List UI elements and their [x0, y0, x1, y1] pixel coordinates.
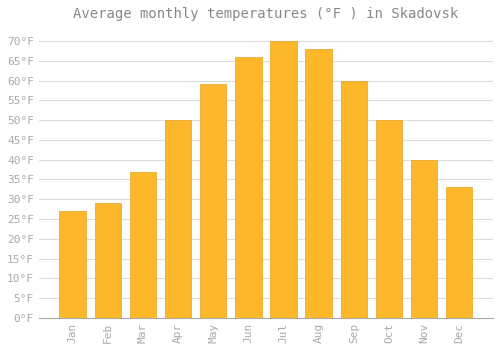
Bar [165, 120, 191, 318]
Bar [200, 84, 226, 318]
Bar [94, 203, 121, 318]
Bar [130, 172, 156, 318]
Bar [60, 211, 86, 318]
Bar [411, 160, 438, 318]
Bar [235, 57, 262, 318]
Title: Average monthly temperatures (°F ) in Skadovsk: Average monthly temperatures (°F ) in Sk… [74, 7, 458, 21]
Bar [446, 187, 472, 318]
Bar [340, 80, 367, 318]
Bar [270, 41, 296, 318]
Bar [306, 49, 332, 318]
Bar [376, 120, 402, 318]
